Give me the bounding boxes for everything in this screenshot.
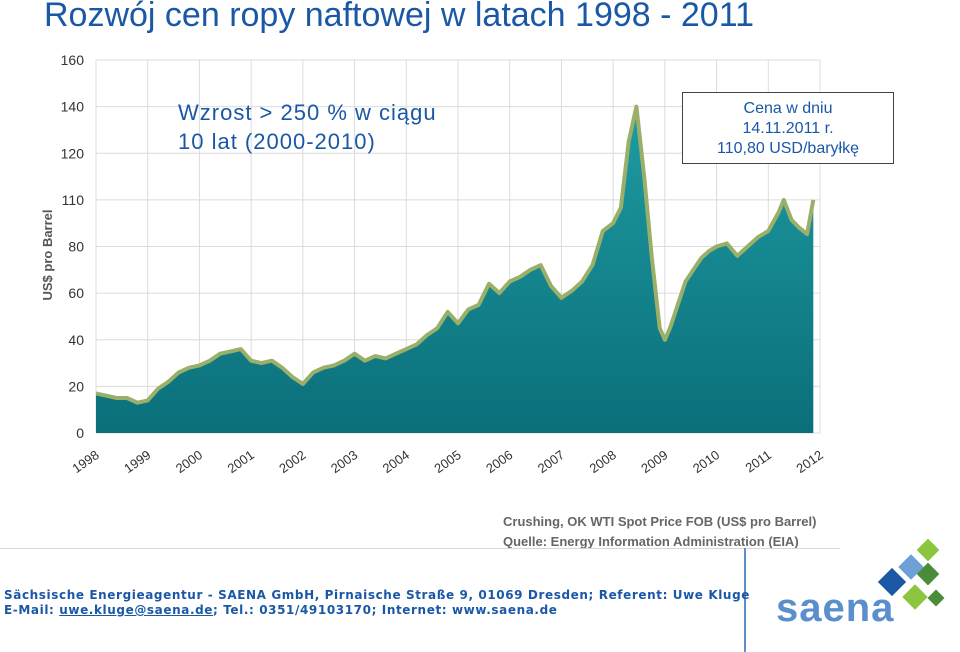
slide-title: Rozwój cen ropy naftowej w latach 1998 -…: [44, 0, 754, 34]
price-callout-line1: Cena w dniu: [743, 100, 833, 117]
x-tick-label: 2002: [276, 447, 308, 476]
growth-annotation-line1: Wzrost > 250 % w ciągu: [178, 100, 437, 125]
oil-price-chart: 0 20 40 60 80 110 120 140 160 1998 1999 2000 2001 20…: [40, 52, 826, 476]
y-tick-label: 110: [62, 192, 85, 208]
y-axis-label: US$ pro Barrel: [40, 209, 55, 300]
price-callout-line3: 110,80 USD/baryłkę: [717, 140, 859, 157]
footer-address: Sächsische Energieagentur - SAENA GmbH, …: [4, 588, 751, 602]
y-tick-label: 80: [68, 239, 84, 255]
contact-rest: ; Tel.: 0351/49103170; Internet: www.sae…: [213, 603, 558, 617]
price-area: [96, 106, 814, 433]
y-tick-label: 60: [68, 285, 84, 301]
y-tick-label: 40: [68, 332, 84, 348]
x-tick-label: 2007: [535, 447, 567, 476]
x-tick-label: 2010: [690, 447, 722, 476]
x-tick-label: 2006: [483, 447, 515, 476]
saena-logo-icon: [877, 538, 945, 610]
y-tick-label: 20: [68, 378, 84, 394]
growth-annotation-line2: 10 lat (2000-2010): [178, 129, 376, 154]
y-tick-label: 0: [76, 425, 84, 441]
y-tick-label: 120: [61, 145, 85, 161]
growth-annotation: Wzrost > 250 % w ciągu 10 lat (2000-2010…: [178, 98, 437, 156]
x-tick-label: 1998: [69, 447, 101, 476]
email-label: E-Mail:: [4, 603, 60, 617]
price-callout-box: Cena w dniu 14.11.2011 r. 110,80 USD/bar…: [682, 92, 894, 164]
source-series-line: Crushing, OK WTI Spot Price FOB (US$ pro…: [503, 514, 817, 529]
x-tick-label: 2011: [742, 447, 774, 475]
y-tick-label: 160: [61, 52, 85, 68]
chart-source: Crushing, OK WTI Spot Price FOB (US$ pro…: [503, 512, 816, 552]
price-callout-line2: 14.11.2011 r.: [742, 120, 834, 137]
source-origin-line: Quelle: Energy Information Administratio…: [503, 534, 799, 549]
footer-divider: [0, 548, 840, 549]
email-link[interactable]: uwe.kluge@saena.de: [59, 603, 214, 617]
x-tick-label: 2000: [173, 447, 205, 476]
x-tick-label: 2005: [431, 447, 463, 476]
logo-divider: [744, 548, 746, 652]
x-tick-label: 2003: [328, 447, 360, 476]
x-tick-label: 2008: [587, 447, 619, 476]
x-tick-label: 2012: [793, 447, 825, 476]
x-tick-label: 2004: [380, 447, 412, 476]
saena-logo-text: saena: [776, 586, 895, 630]
footer-contact: E-Mail: uwe.kluge@saena.de; Tel.: 0351/4…: [4, 603, 558, 617]
x-tick-label: 2009: [638, 447, 670, 476]
x-tick-label: 2001: [225, 447, 257, 476]
y-tick-label: 140: [61, 99, 85, 115]
x-tick-label: 1999: [121, 447, 153, 476]
price-outline: [95, 104, 816, 405]
